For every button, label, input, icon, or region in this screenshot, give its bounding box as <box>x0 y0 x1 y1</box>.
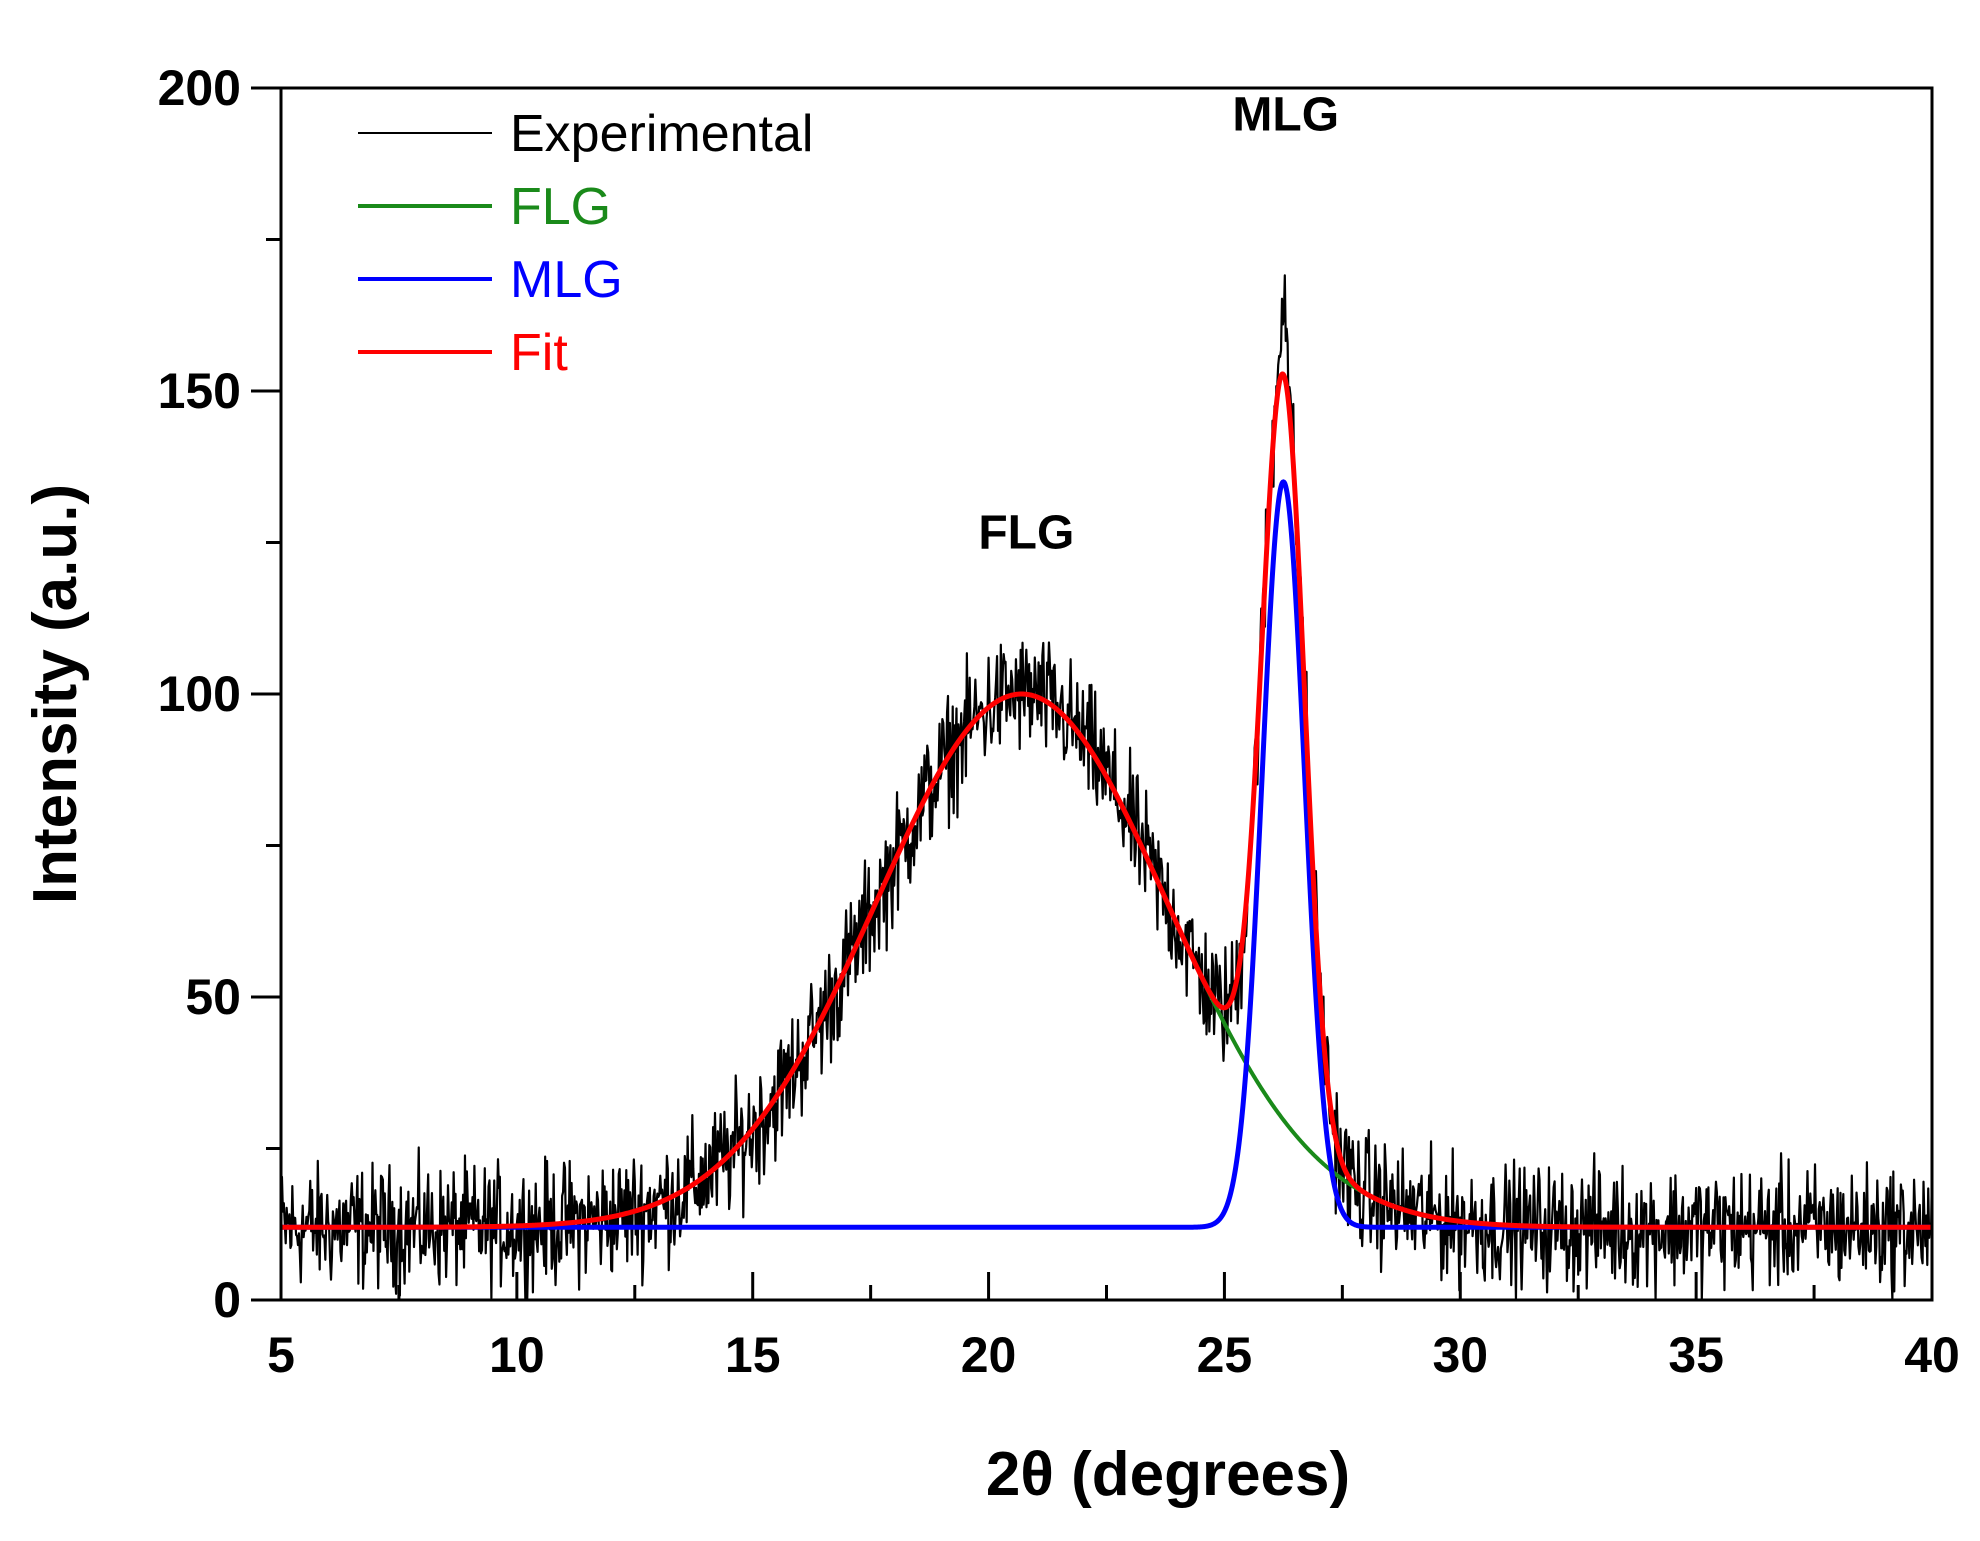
peak-label-flg: FLG <box>978 507 1074 560</box>
x-tick-label: 20 <box>961 1327 1017 1383</box>
y-axis: 0 50 100 150 200 <box>158 60 281 1328</box>
x-tick-label: 10 <box>489 1327 545 1383</box>
series-fit-line <box>281 371 1932 1230</box>
legend-label-flg: FLG <box>510 178 611 236</box>
series-experimental-line <box>281 274 1932 1300</box>
x-axis: 5 10 15 20 25 30 35 40 <box>267 1272 1960 1383</box>
x-tick-label: 15 <box>725 1327 781 1383</box>
y-tick-label: 100 <box>158 666 241 722</box>
legend: Experimental FLG MLG Fit <box>358 105 813 382</box>
x-tick-label: 5 <box>267 1327 295 1383</box>
legend-label-experimental: Experimental <box>510 105 813 163</box>
y-tick-label: 200 <box>158 60 241 116</box>
legend-label-mlg: MLG <box>510 251 623 309</box>
x-tick-label: 40 <box>1904 1327 1960 1383</box>
x-tick-label: 30 <box>1432 1327 1488 1383</box>
y-tick-label: 150 <box>158 363 241 419</box>
y-tick-label: 0 <box>213 1272 241 1328</box>
peak-label-mlg: MLG <box>1232 88 1339 141</box>
series-mlg-line <box>281 479 1932 1230</box>
x-tick-label: 35 <box>1668 1327 1724 1383</box>
y-tick-label: 50 <box>185 969 241 1025</box>
x-tick-label: 25 <box>1197 1327 1253 1383</box>
y-axis-label: Intensity (a.u.) <box>21 484 90 904</box>
x-axis-label: 2θ (degrees) <box>986 1440 1350 1509</box>
legend-label-fit: Fit <box>510 324 568 382</box>
